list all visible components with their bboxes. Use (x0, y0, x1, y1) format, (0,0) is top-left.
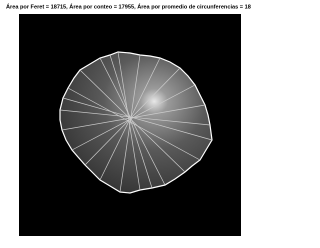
page: Área por Feret = 18715, Área por conteo … (0, 0, 260, 248)
figure-title: Área por Feret = 18715, Área por conteo … (6, 3, 251, 10)
figure: Área por Feret = 18715, Área por conteo … (0, 0, 260, 248)
